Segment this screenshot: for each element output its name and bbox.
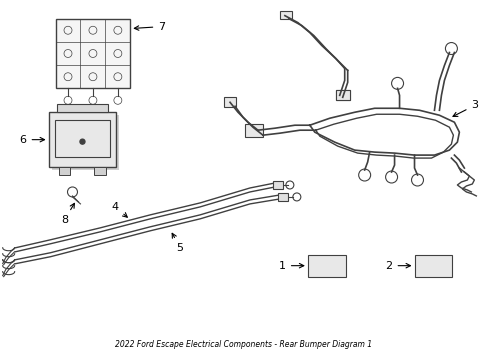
Text: 2022 Ford Escape Electrical Components - Rear Bumper Diagram 1: 2022 Ford Escape Electrical Components -… <box>115 340 372 349</box>
Bar <box>51 115 119 170</box>
Bar <box>48 112 116 167</box>
Bar <box>272 181 283 189</box>
Text: 1: 1 <box>278 261 303 271</box>
Bar <box>335 90 349 100</box>
Text: 6: 6 <box>20 135 44 145</box>
Circle shape <box>312 257 330 275</box>
Bar <box>59 167 70 175</box>
Bar <box>55 120 110 157</box>
Bar <box>94 167 106 175</box>
Bar <box>56 19 130 88</box>
Bar <box>244 124 263 137</box>
Text: 2: 2 <box>385 261 409 271</box>
Bar <box>414 255 451 276</box>
Bar <box>279 11 291 19</box>
Text: 8: 8 <box>61 203 74 225</box>
Text: 3: 3 <box>452 100 477 116</box>
Bar <box>307 255 345 276</box>
Bar <box>277 193 287 201</box>
Bar <box>57 104 108 112</box>
Text: 5: 5 <box>172 233 183 253</box>
Bar <box>224 97 236 107</box>
Bar <box>335 90 349 100</box>
Text: 7: 7 <box>134 22 165 32</box>
Circle shape <box>419 257 437 275</box>
Circle shape <box>80 139 85 144</box>
Text: 4: 4 <box>112 202 127 217</box>
